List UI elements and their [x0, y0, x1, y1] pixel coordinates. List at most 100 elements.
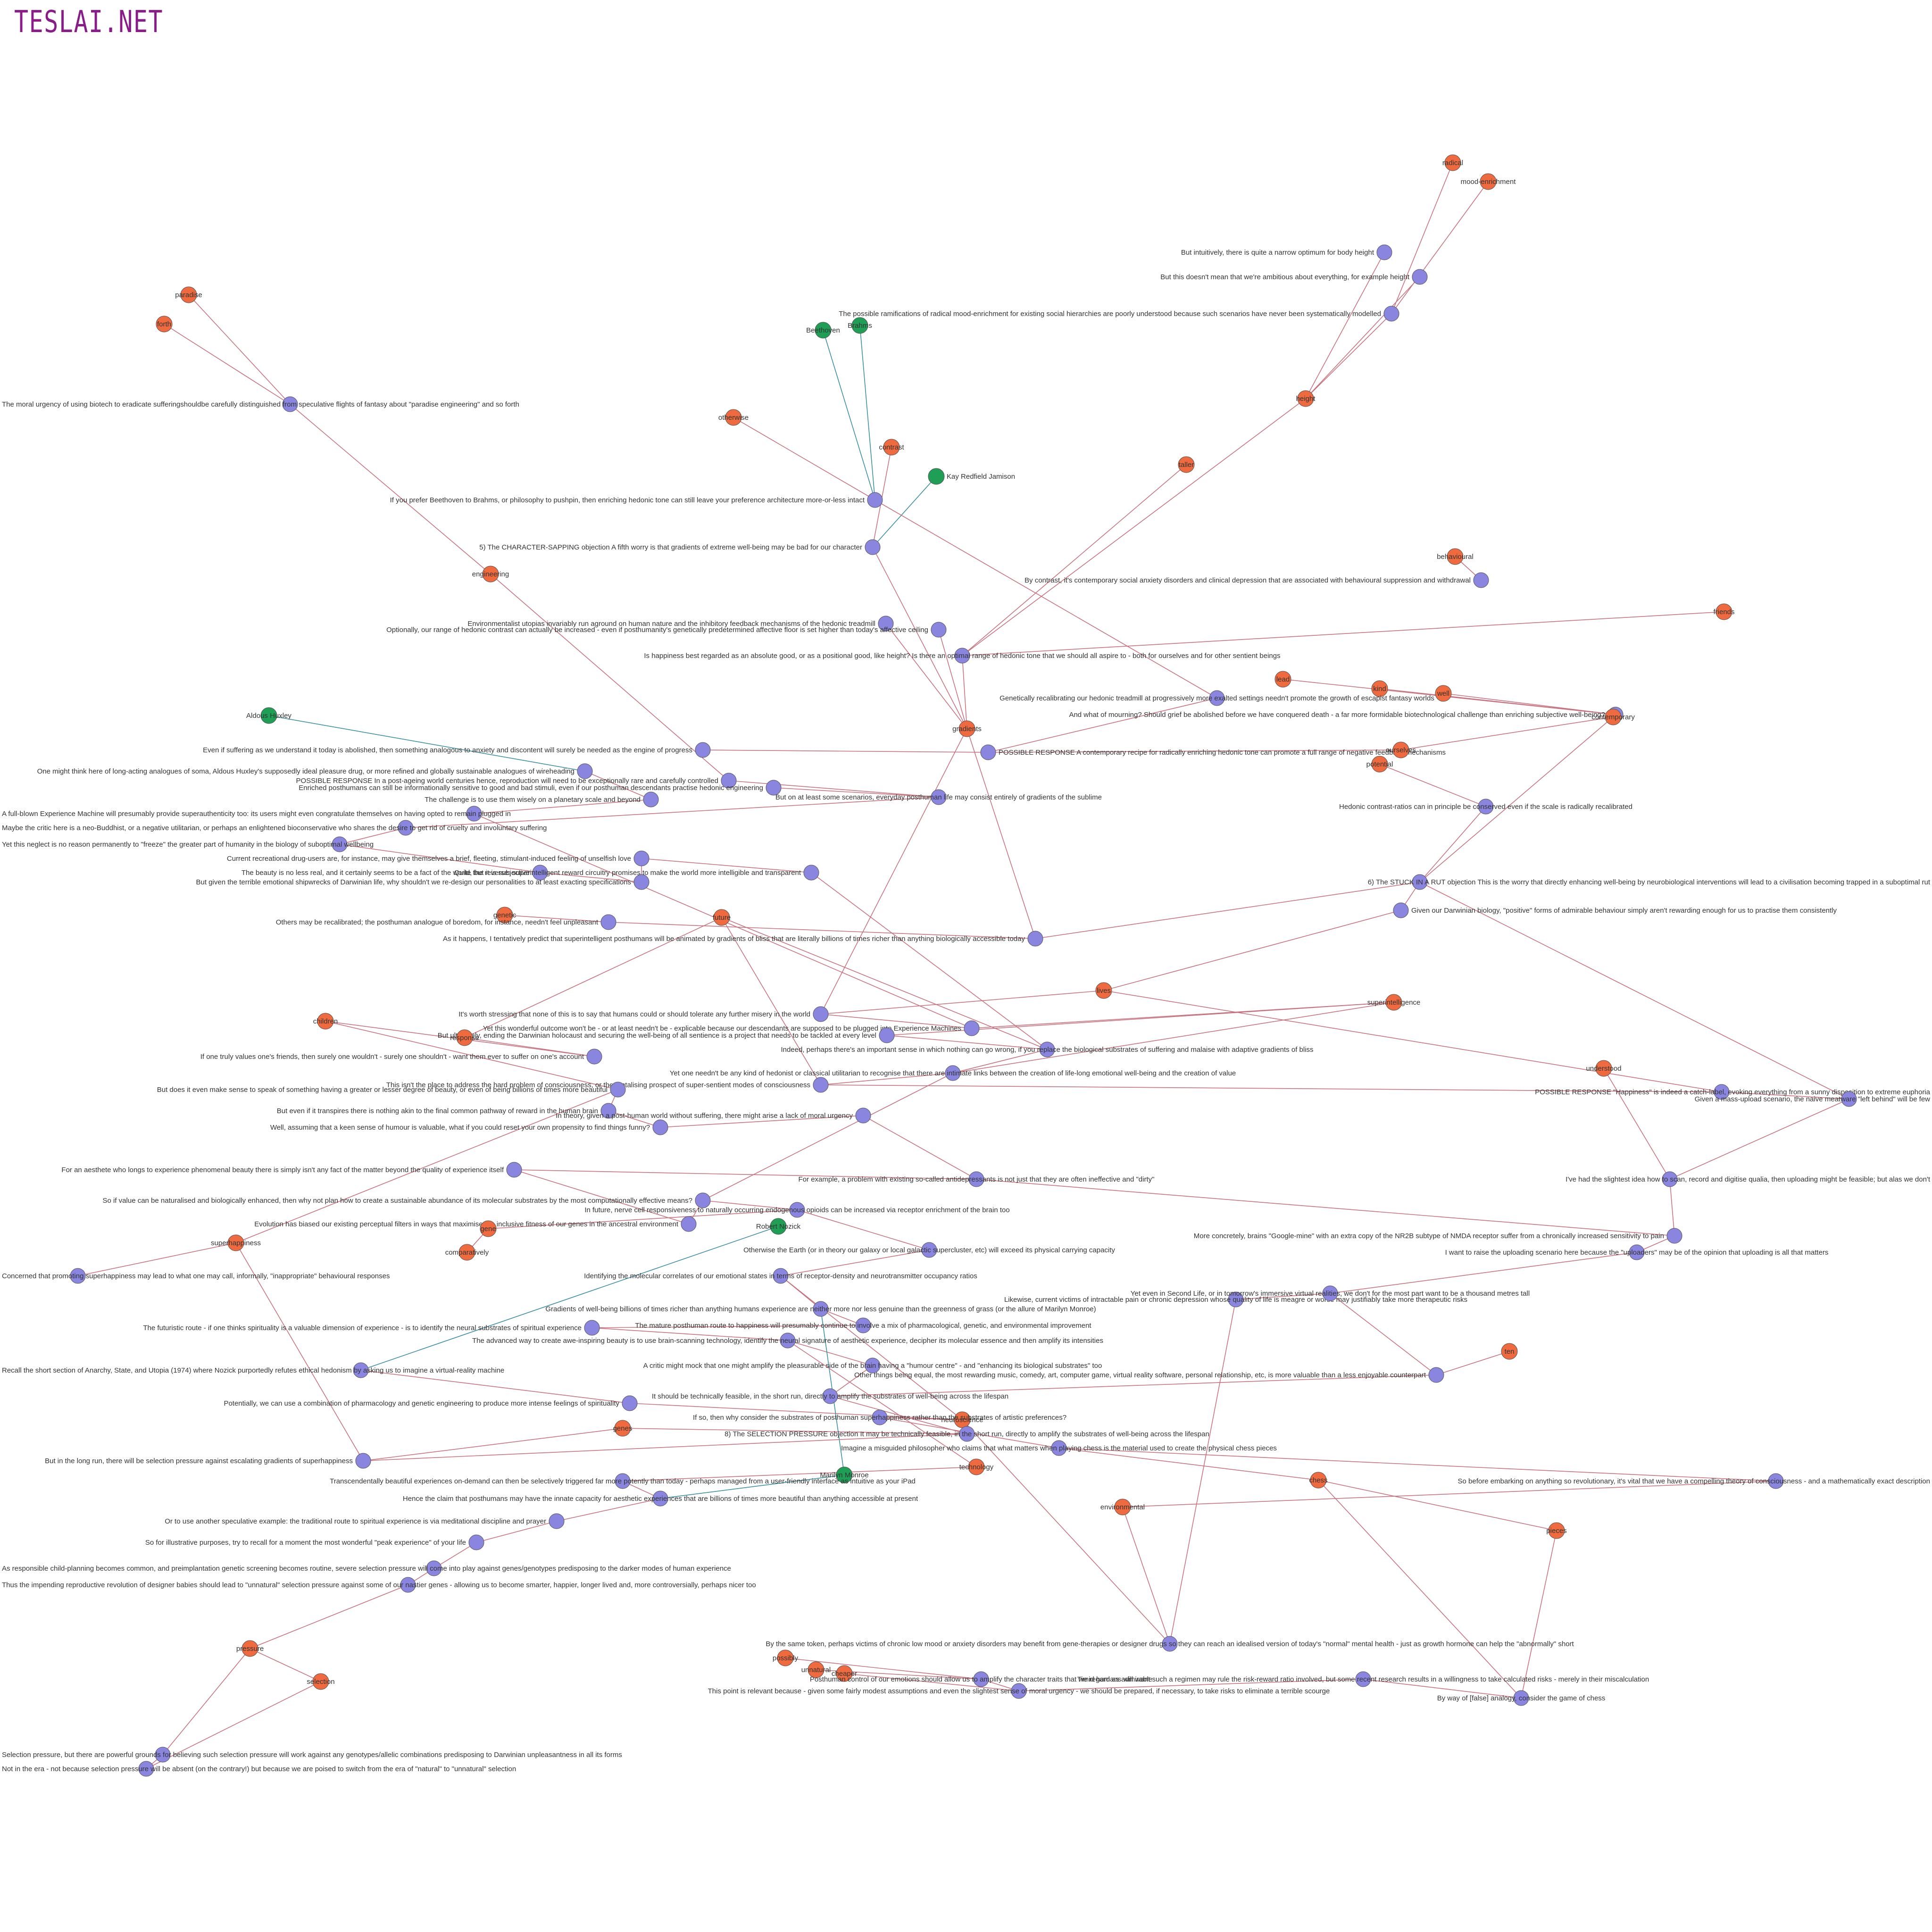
statement-node[interactable]: The challenge is to use them wisely on a…: [425, 791, 659, 808]
statement-node-circle[interactable]: [855, 1108, 871, 1124]
statement-node-circle[interactable]: [282, 396, 298, 412]
statement-node[interactable]: Thus the impending reproductive revoluti…: [2, 1577, 756, 1593]
statement-node-circle[interactable]: [931, 789, 947, 805]
statement-node-circle[interactable]: [789, 1202, 805, 1218]
statement-node-circle[interactable]: [855, 1317, 871, 1333]
concept-node-circle[interactable]: [1178, 456, 1195, 473]
statement-node-circle[interactable]: [468, 1534, 484, 1550]
statement-node-circle[interactable]: [577, 763, 593, 779]
statement-node-circle[interactable]: [1629, 1244, 1645, 1260]
concept-node-circle[interactable]: [1310, 1472, 1327, 1489]
statement-node-circle[interactable]: [1051, 1440, 1067, 1456]
statement-node-circle[interactable]: [973, 1671, 989, 1687]
statement-node-circle[interactable]: [1478, 799, 1494, 815]
statement-node[interactable]: 8) The SELECTION PRESSURE objection It m…: [724, 1426, 1209, 1442]
concept-node-circle[interactable]: [1444, 154, 1461, 171]
concept-node[interactable]: behavioural: [1437, 548, 1474, 565]
concept-node[interactable]: mood-enrichment: [1461, 173, 1516, 190]
concept-node-circle[interactable]: [312, 1673, 329, 1690]
concept-node[interactable]: superintelligence: [1367, 994, 1421, 1011]
statement-node[interactable]: Environmentalist utopias invariably run …: [467, 616, 894, 632]
statement-node-circle[interactable]: [398, 820, 414, 836]
statement-node[interactable]: I've had the slightest idea how to scan,…: [1566, 1171, 1931, 1187]
statement-node[interactable]: 5) The CHARACTER-SAPPING objection A fif…: [479, 539, 881, 555]
concept-node-circle[interactable]: [180, 286, 197, 303]
concept-node-circle[interactable]: [614, 1420, 631, 1437]
concept-node[interactable]: well: [1435, 685, 1452, 702]
statement-node-circle[interactable]: [1162, 1636, 1178, 1652]
statement-node[interactable]: The moral urgency of using biotech to er…: [2, 396, 519, 412]
statement-node[interactable]: Given a mass-upload scenario, the naive …: [1695, 1091, 1930, 1107]
concept-node[interactable]: pieces: [1546, 1522, 1567, 1539]
person-node[interactable]: Beethoven: [806, 322, 840, 339]
statement-node[interactable]: One might think here of long-acting anal…: [37, 763, 593, 779]
concept-node[interactable]: potential: [1366, 756, 1393, 773]
statement-node[interactable]: Optionally, our range of hedonic contras…: [386, 622, 947, 638]
statement-node[interactable]: Or to use another speculative example: t…: [165, 1513, 565, 1529]
statement-node[interactable]: But ultimately, ending the Darwinian hol…: [438, 1027, 895, 1043]
statement-node-circle[interactable]: [633, 850, 650, 866]
statement-node[interactable]: More concretely, brains "Google-mine" wi…: [1194, 1228, 1682, 1244]
concept-node[interactable]: kind: [1371, 680, 1388, 697]
concept-node-circle[interactable]: [883, 439, 900, 456]
concept-node-circle[interactable]: [777, 1649, 794, 1666]
concept-node[interactable]: contemporary: [1591, 708, 1635, 725]
statement-node[interactable]: Enriched posthumans can still be informa…: [299, 780, 782, 796]
concept-node[interactable]: gradients: [952, 720, 982, 737]
statement-node[interactable]: Current recreational drug-users are, for…: [227, 850, 650, 866]
concept-node-circle[interactable]: [968, 1458, 985, 1475]
concept-node-circle[interactable]: [242, 1640, 258, 1657]
statement-node[interactable]: Posthuman control of our emotions should…: [810, 1671, 1152, 1687]
statement-node-circle[interactable]: [353, 1362, 369, 1378]
concept-node[interactable]: paradise: [175, 286, 202, 303]
statement-node-circle[interactable]: [695, 1192, 711, 1208]
statement-node[interactable]: Maybe the critic here is a neo-Buddhist,…: [2, 820, 547, 836]
statement-node[interactable]: Imagine a misguided philosopher who clai…: [841, 1440, 1277, 1456]
statement-node[interactable]: But on at least some scenarios, everyday…: [775, 789, 1102, 805]
statement-node-circle[interactable]: [959, 1426, 975, 1442]
person-node-circle[interactable]: [851, 317, 868, 334]
concept-node-circle[interactable]: [725, 409, 742, 426]
person-node-circle[interactable]: [815, 322, 832, 339]
statement-node[interactable]: The futuristic route - if one thinks spi…: [143, 1320, 600, 1336]
statement-node-circle[interactable]: [813, 1301, 829, 1317]
person-node[interactable]: Marilyn Monroe: [820, 1466, 869, 1483]
statement-node[interactable]: Yet this wonderful outcome won't be - or…: [483, 1020, 980, 1036]
statement-node-circle[interactable]: [813, 1077, 829, 1093]
statement-node[interactable]: POSSIBLE RESPONSE In a post-ageing world…: [296, 773, 737, 789]
person-node-circle[interactable]: [260, 707, 277, 724]
statement-node[interactable]: Yet this neglect is no reason permanentl…: [2, 836, 374, 852]
statement-node-circle[interactable]: [600, 914, 616, 930]
statement-node[interactable]: The advanced way to create awe-inspiring…: [472, 1332, 1103, 1349]
concept-node[interactable]: understood: [1586, 1060, 1622, 1077]
statement-node-circle[interactable]: [332, 836, 348, 852]
statement-node-circle[interactable]: [1473, 572, 1489, 588]
statement-node[interactable]: In future, nerve cell responsiveness to …: [584, 1202, 1010, 1218]
statement-node[interactable]: But does it even make sense to speak of …: [157, 1082, 626, 1098]
statement-node[interactable]: By way of [false] analogy, consider the …: [1437, 1690, 1606, 1706]
concept-node[interactable]: neuroscience: [941, 1411, 983, 1428]
statement-node[interactable]: Transcendentally beautiful experiences o…: [330, 1473, 916, 1489]
statement-node[interactable]: In theory, given a post-human world with…: [556, 1108, 871, 1124]
statement-node[interactable]: Indeed, perhaps there's an important sen…: [781, 1041, 1314, 1058]
statement-node-circle[interactable]: [355, 1453, 371, 1469]
concept-node-circle[interactable]: [958, 720, 975, 737]
statement-node[interactable]: This point is relevant because - given s…: [708, 1683, 1330, 1699]
concept-node[interactable]: chess: [1309, 1472, 1328, 1489]
concept-node[interactable]: height: [1296, 390, 1316, 407]
statement-node[interactable]: But given the terrible emotional shipwre…: [196, 874, 650, 890]
statement-node-circle[interactable]: [1027, 931, 1043, 947]
statement-node[interactable]: If you prefer Beethoven to Brahms, or ph…: [390, 492, 883, 508]
concept-node[interactable]: gene: [480, 1220, 497, 1237]
statement-node-circle[interactable]: [878, 616, 894, 632]
statement-node-circle[interactable]: [822, 1388, 838, 1404]
statement-node-circle[interactable]: [1841, 1091, 1857, 1107]
statement-node[interactable]: As it happens, I tentatively predict tha…: [443, 931, 1043, 947]
statement-node-circle[interactable]: [1355, 1671, 1371, 1687]
concept-node-circle[interactable]: [227, 1234, 244, 1251]
concept-node-circle[interactable]: [1371, 680, 1388, 697]
statement-node[interactable]: If so, then why consider the substrates …: [693, 1409, 1066, 1425]
concept-node[interactable]: response: [450, 1029, 479, 1046]
concept-node-circle[interactable]: [836, 1665, 853, 1682]
statement-node-circle[interactable]: [506, 1162, 522, 1178]
